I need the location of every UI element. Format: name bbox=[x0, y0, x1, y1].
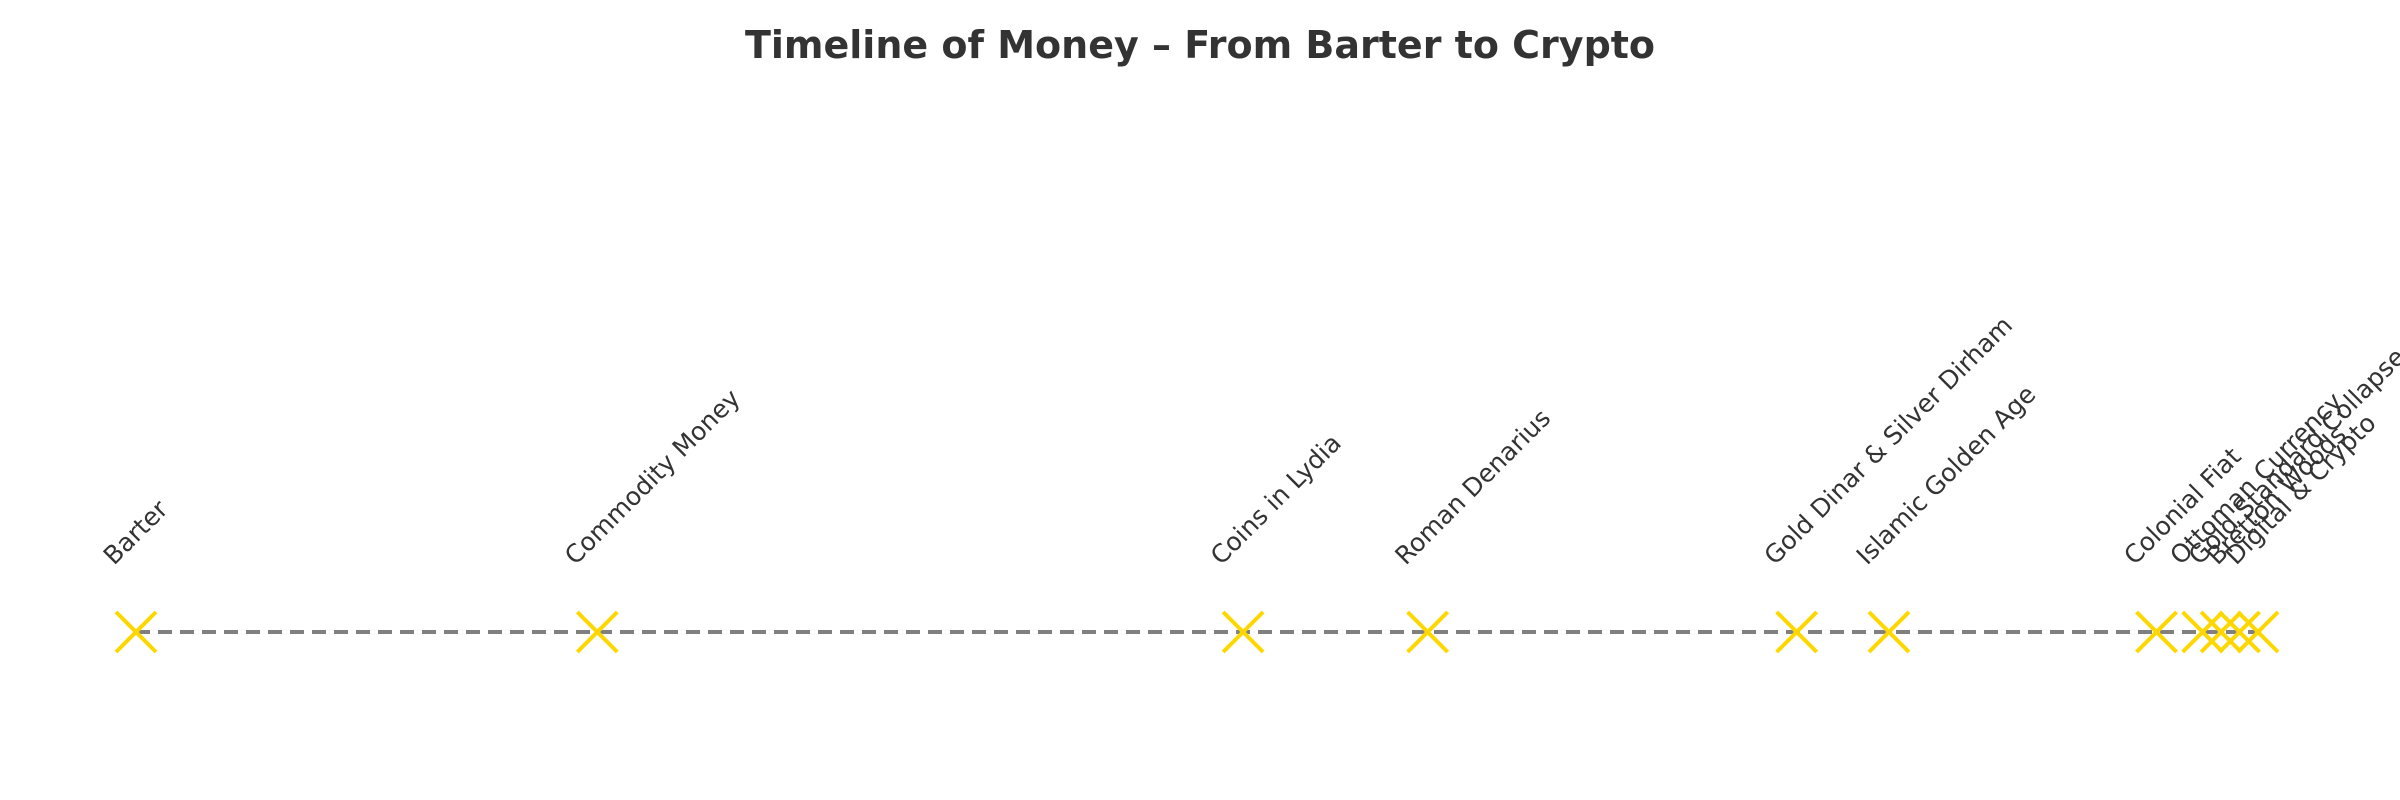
event-marker bbox=[2181, 610, 2225, 654]
event-marker bbox=[2135, 610, 2178, 654]
event-marker-stroke bbox=[575, 610, 619, 654]
event-label: Barter bbox=[98, 494, 174, 570]
chart-title: Timeline of Money – From Barter to Crypt… bbox=[745, 23, 1655, 67]
event-marker-stroke bbox=[2181, 610, 2225, 654]
event-marker-stroke bbox=[114, 610, 158, 654]
event-marker bbox=[575, 610, 619, 654]
event-marker-stroke bbox=[1406, 610, 1450, 654]
event-marker bbox=[1867, 610, 1911, 654]
event-marker-stroke bbox=[1221, 610, 1265, 654]
event-marker-stroke bbox=[1775, 610, 1819, 654]
event-marker bbox=[1775, 610, 1819, 654]
event-marker bbox=[2218, 610, 2261, 654]
event-label: Coins in Lydia bbox=[1205, 428, 1347, 570]
event-label: Commodity Money bbox=[559, 383, 746, 570]
timeline-events: Barter Commodity Money Coins in Lydia Roman… bbox=[98, 311, 2400, 654]
event-marker bbox=[1406, 610, 1450, 654]
event-marker bbox=[1221, 610, 1265, 654]
event-marker-stroke bbox=[1867, 610, 1911, 654]
event-marker-stroke bbox=[2135, 610, 2178, 654]
event-marker-stroke bbox=[2236, 610, 2280, 654]
event-label: Islamic Golden Age bbox=[1851, 380, 2042, 571]
event-marker-stroke bbox=[2218, 610, 2261, 654]
event-marker bbox=[2199, 610, 2243, 654]
event-marker-stroke bbox=[2199, 610, 2243, 654]
event-label: Roman Denarius bbox=[1389, 403, 1556, 570]
event-marker bbox=[114, 610, 158, 654]
event-marker bbox=[2236, 610, 2280, 654]
